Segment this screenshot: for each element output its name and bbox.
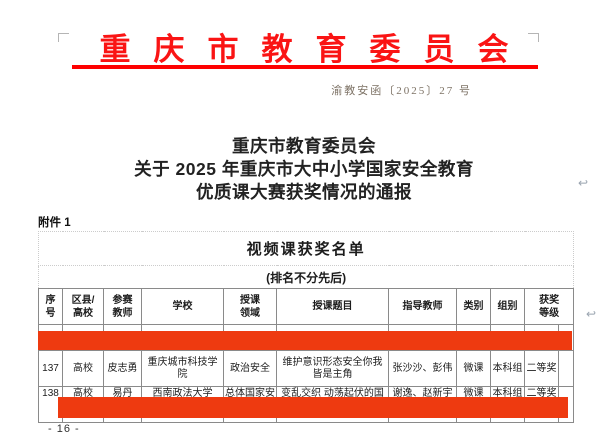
cell-mentor: 张沙沙、彭伟 <box>388 350 457 387</box>
letterhead-org-name: 重庆市教育委员会 <box>99 32 532 67</box>
cell-domain: 政治安全 <box>223 350 277 387</box>
table-subtitle: (排名不分先后) <box>37 265 575 289</box>
paragraph-return-icon: ↩ <box>586 307 597 321</box>
redaction-bar-bottom <box>58 397 568 418</box>
cell-school: 重庆城市科技学院 <box>141 350 224 387</box>
header-cell-award: 获奖 等级 <box>523 288 575 325</box>
cell-group: 本科组 <box>490 350 525 387</box>
document-title-line3: 优质课大赛获奖情况的通报 <box>196 182 412 202</box>
header-cell-school: 学校 <box>141 288 224 325</box>
header-cell-no: 序 号 <box>38 288 63 325</box>
header-cell-mentor: 指导教师 <box>388 288 457 325</box>
header-cell-teacher: 参赛 教师 <box>103 288 142 325</box>
header-cell-domain: 授课 领域 <box>223 288 277 325</box>
cell-topic: 维护意识形态安全你我皆是主角 <box>276 350 389 387</box>
attachment-label: 附件 1 <box>38 217 71 229</box>
document-title-line1: 重庆市教育委员会 <box>232 136 376 156</box>
document-title: 重庆市教育委员会 关于 2025 年重庆市大中小学国家安全教育 优质课大赛获奖情… <box>0 135 608 204</box>
redaction-bar-top <box>38 331 572 350</box>
letterhead-red-rule <box>72 65 538 69</box>
table-title: 视频课获奖名单 <box>37 231 575 266</box>
header-cell-district: 区县/ 高校 <box>62 288 104 325</box>
text-boundary-mark-left <box>58 33 69 42</box>
text-boundary-mark-right <box>528 33 539 42</box>
cell-district: 高校 <box>62 350 104 387</box>
header-cell-category: 类别 <box>456 288 491 325</box>
paragraph-return-icon: ↩ <box>578 176 589 190</box>
cell-category: 微课 <box>456 350 491 387</box>
document-title-line2: 关于 2025 年重庆市大中小学国家安全教育 <box>134 159 474 179</box>
awards-table: 视频课获奖名单 (排名不分先后) 序 号 区县/ 高校 参赛 教师 学校 授课 … <box>37 231 575 423</box>
cell-no: 137 <box>38 350 63 387</box>
header-cell-group: 组别 <box>490 288 525 325</box>
table-row-137: 137 高校 皮志勇 重庆城市科技学院 政治安全 维护意识形态安全你我皆是主角 … <box>38 350 575 387</box>
doc-number: 渝教安函〔2025〕27 号 <box>331 85 472 97</box>
cell-award: 二等奖 <box>524 350 559 387</box>
header-cell-topic: 授课题目 <box>276 288 389 325</box>
spacer-cell <box>557 350 575 387</box>
cell-teacher: 皮志勇 <box>103 350 142 387</box>
page-number: - 16 - <box>48 423 80 435</box>
